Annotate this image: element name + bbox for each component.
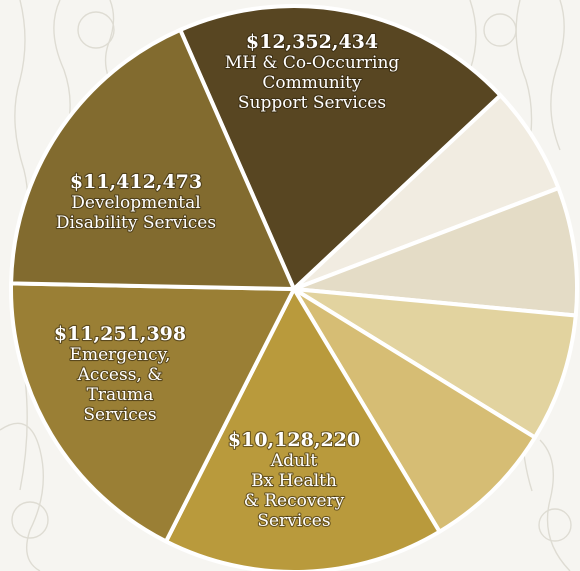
pie-slice (9, 27, 296, 291)
pie-slices (9, 4, 580, 571)
pie-slice (178, 4, 503, 291)
slice-category-label: Access, & (77, 365, 163, 385)
slice-category-label: Services (257, 511, 330, 531)
pie-slice (292, 287, 537, 534)
slice-category-label: Developmental (71, 193, 200, 213)
pie-slice (292, 287, 578, 440)
pie-slice (292, 186, 580, 318)
slice-category-label: Community (262, 73, 362, 93)
slice-value-label: $10,128,220 (228, 429, 360, 451)
slice-category-label: Trauma (87, 385, 154, 405)
pie-slice (9, 281, 296, 544)
slice-value-label: $11,251,398 (54, 323, 186, 345)
slice-category-label: & Recovery (244, 491, 345, 511)
slice-category-label: Emergency, (70, 345, 171, 365)
pie-slice (164, 287, 442, 571)
slice-category-label: Disability Services (56, 213, 216, 233)
slice-category-label: Support Services (238, 93, 386, 113)
slice-category-label: MH & Co-Occurring (225, 53, 400, 73)
slice-category-label: Services (83, 405, 156, 425)
slice-value-label: $11,412,473 (70, 171, 202, 193)
slice-category-label: Adult (270, 451, 318, 471)
slice-value-label: $12,352,434 (246, 31, 378, 53)
slice-category-label: Bx Health (251, 471, 337, 491)
